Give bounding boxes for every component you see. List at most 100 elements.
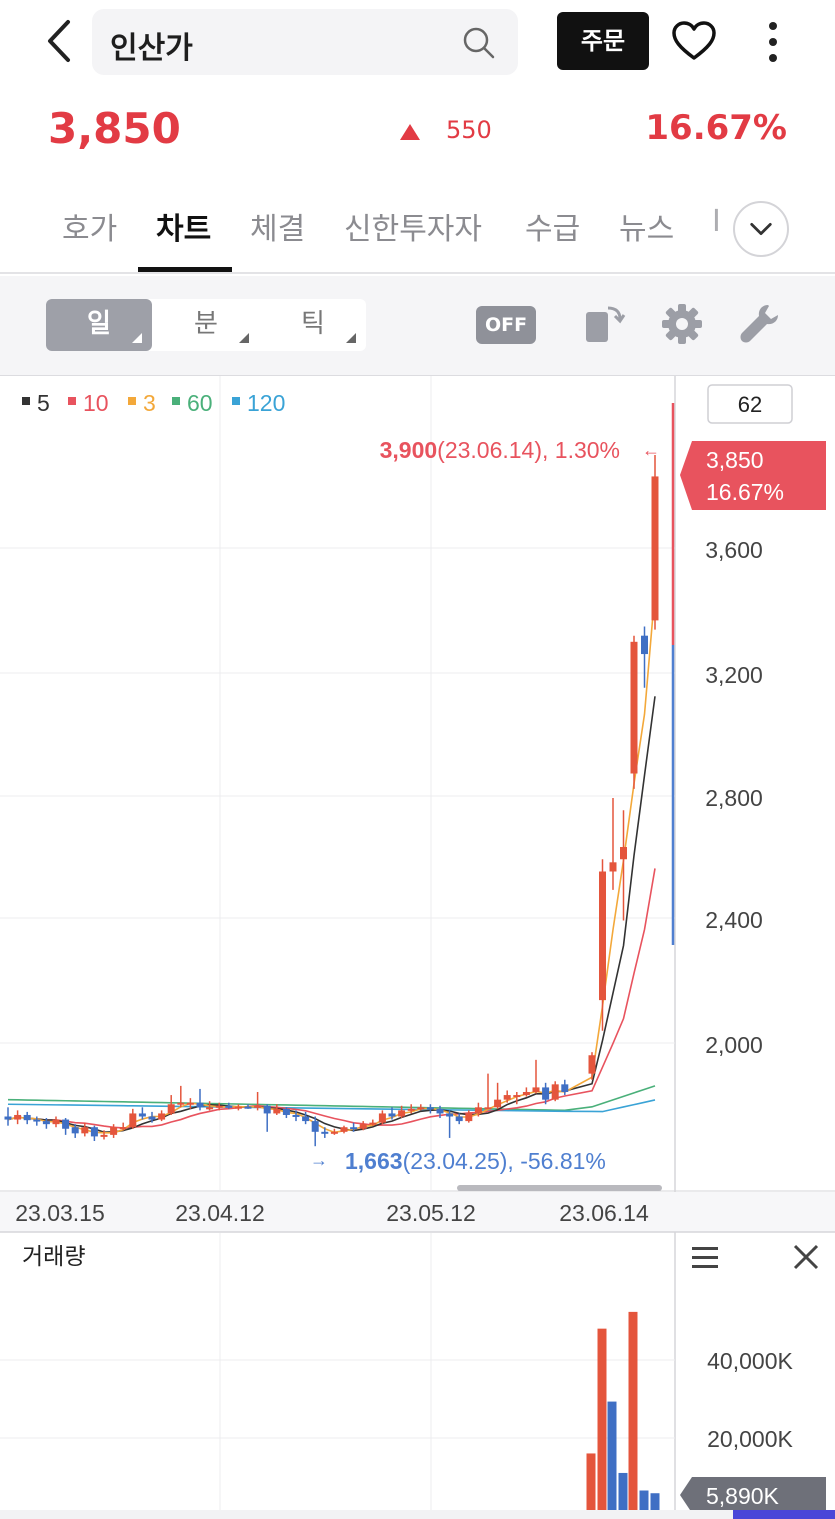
candle-body [4, 1116, 12, 1120]
y-tick-label: 3,200 [705, 662, 763, 688]
candle-body [244, 1106, 252, 1109]
period-tick[interactable]: 틱 [260, 299, 366, 351]
candle-body [110, 1127, 118, 1135]
heart-icon[interactable] [671, 20, 717, 62]
volume-bar [618, 1472, 628, 1510]
ma-legend: 5 10 3 60 120 [22, 390, 285, 416]
ma10-line [7, 868, 656, 1129]
volume-bar [586, 1453, 596, 1510]
tab-trades[interactable]: 체결 [250, 212, 306, 247]
period-minute-label: 분 [194, 309, 218, 339]
high-marker: 3,900(23.06.14), 1.30% [380, 437, 620, 463]
x-tick-label: 23.03.15 [15, 1200, 105, 1226]
hamburger-menu-icon[interactable] [692, 1247, 718, 1268]
period-day-label: 일 [87, 309, 111, 339]
tab-investor[interactable]: 신한투자자 [344, 212, 482, 247]
candle-body [417, 1107, 425, 1110]
candle-body [206, 1107, 214, 1110]
ma3-swatch [128, 397, 136, 405]
tab-chart[interactable]: 차트 [156, 212, 212, 247]
gear-icon[interactable] [660, 302, 704, 346]
candle-body [225, 1105, 233, 1108]
chevron-down-icon[interactable] [733, 201, 789, 257]
current-price-tag-price: 3,850 [706, 447, 764, 473]
indicator-off-toggle[interactable]: OFF [476, 306, 536, 344]
candle-body [630, 641, 638, 774]
candle-body [23, 1114, 31, 1121]
candle-body [196, 1102, 204, 1108]
candle-body [148, 1116, 156, 1120]
volume-bar [628, 1311, 638, 1510]
ma120-label: 120 [247, 390, 285, 416]
search-icon[interactable] [462, 26, 496, 60]
date-axis-labels: 23.03.15 23.04.12 23.05.12 23.06.14 [15, 1200, 649, 1226]
candle-body [436, 1108, 444, 1114]
corner-triangle-icon [132, 333, 142, 343]
low-marker: 1,663(23.04.25), -56.81% [345, 1148, 606, 1174]
candle-body [119, 1127, 127, 1130]
tab-supply[interactable]: 수급 [525, 212, 581, 247]
period-selector: 일 분 틱 [46, 299, 366, 351]
stock-search-box[interactable]: 인산가 [92, 9, 518, 75]
order-button[interactable]: 주문 [557, 12, 649, 70]
chart-scroll-thumb[interactable] [457, 1185, 662, 1191]
right-arrow-icon: → [310, 1150, 328, 1170]
rotate-screen-icon[interactable] [582, 302, 626, 346]
candle-body [588, 1055, 596, 1074]
candle-body [321, 1131, 329, 1134]
price-change: 550 [446, 116, 492, 144]
candle-body [522, 1092, 530, 1096]
tab-hoga[interactable]: 호가 [62, 212, 118, 247]
current-price-tag-rate: 16.67% [706, 479, 784, 505]
volume-bars [586, 1311, 660, 1510]
chart-grid [0, 376, 675, 1510]
candle-body [359, 1124, 367, 1129]
y-tick-label: 2,400 [705, 907, 763, 933]
period-day[interactable]: 일 [46, 299, 152, 351]
high-price: 3,900 [380, 437, 438, 463]
candle-body [254, 1105, 262, 1108]
candle-body [542, 1087, 550, 1100]
low-price: 1,663 [345, 1148, 403, 1174]
candle-body [599, 871, 606, 1001]
candlesticks [4, 455, 659, 1147]
candle-body [81, 1127, 89, 1134]
ma120-line [7, 1099, 656, 1113]
close-icon[interactable] [793, 1244, 819, 1270]
ma60-line [7, 1085, 656, 1112]
candle-count-box[interactable] [707, 384, 793, 424]
candle-body [340, 1127, 348, 1132]
volume-tick-label: 40,000K [707, 1348, 793, 1374]
back-arrow-icon[interactable] [40, 18, 80, 64]
corner-triangle-icon [346, 333, 356, 343]
more-vertical-icon[interactable] [758, 20, 788, 64]
candle-body [388, 1113, 396, 1117]
candle-body [609, 862, 617, 872]
ma60-swatch [172, 397, 180, 405]
x-axis-band [0, 1192, 835, 1232]
low-detail: (23.04.25), -56.81% [403, 1148, 606, 1174]
volume-bar [607, 1401, 617, 1510]
candle-body [651, 476, 659, 621]
change-rate: 16.67% [645, 108, 787, 148]
candle-body [398, 1110, 406, 1117]
candle-body [446, 1113, 454, 1117]
chart-toolbar: 일 분 틱 OFF [0, 276, 835, 376]
candle-body [167, 1104, 175, 1114]
current-volume-tag-value: 5,890K [706, 1483, 780, 1509]
wrench-icon[interactable] [738, 302, 782, 346]
bottom-band [0, 1510, 835, 1519]
candle-body [465, 1113, 473, 1122]
ma5-label: 5 [37, 390, 50, 416]
candle-body [158, 1113, 166, 1120]
candle-body [42, 1121, 50, 1125]
candle-body [292, 1114, 300, 1117]
stock-chart[interactable]: 5 10 3 60 120 62 3,900(23.06.14), 1.30% … [0, 376, 835, 1519]
current-price-tag [680, 441, 826, 510]
tab-news[interactable]: 뉴스 [619, 212, 675, 247]
period-minute[interactable]: 분 [153, 299, 259, 351]
candle-body [90, 1127, 98, 1137]
y-tick-label: 2,000 [705, 1032, 763, 1058]
y-tick-label: 2,800 [705, 785, 763, 811]
candle-body [513, 1095, 521, 1098]
